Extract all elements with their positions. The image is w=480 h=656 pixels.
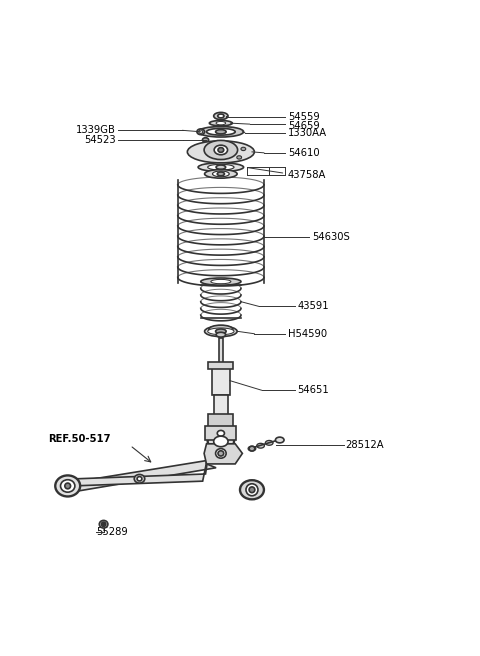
Ellipse shape [134, 474, 145, 483]
Ellipse shape [237, 155, 241, 159]
Bar [219, 338, 223, 366]
Text: 28512A: 28512A [345, 440, 384, 450]
Ellipse shape [199, 130, 203, 133]
Ellipse shape [217, 430, 225, 436]
Ellipse shape [214, 112, 228, 119]
Ellipse shape [60, 480, 75, 492]
Ellipse shape [204, 170, 237, 178]
Text: 43591: 43591 [298, 302, 329, 312]
Ellipse shape [203, 138, 209, 142]
Ellipse shape [208, 433, 234, 450]
Text: 1330AA: 1330AA [288, 128, 327, 138]
Text: 54630S: 54630S [312, 232, 349, 242]
Ellipse shape [101, 522, 106, 526]
Text: 1339GB: 1339GB [76, 125, 116, 135]
Ellipse shape [198, 163, 243, 171]
Ellipse shape [209, 325, 233, 334]
Ellipse shape [187, 141, 254, 163]
Ellipse shape [216, 333, 226, 337]
Ellipse shape [276, 437, 284, 443]
Bar [205, 426, 237, 440]
Text: 43758A: 43758A [288, 170, 326, 180]
Ellipse shape [197, 129, 204, 134]
Text: 54651: 54651 [298, 385, 329, 395]
Ellipse shape [214, 145, 228, 155]
Text: 54559: 54559 [288, 112, 320, 123]
Ellipse shape [217, 172, 225, 176]
Ellipse shape [257, 443, 264, 448]
Ellipse shape [211, 279, 231, 284]
Text: 54523: 54523 [84, 135, 116, 145]
Ellipse shape [216, 449, 226, 458]
Ellipse shape [208, 164, 234, 170]
Polygon shape [72, 451, 209, 486]
Ellipse shape [218, 148, 224, 152]
Ellipse shape [103, 523, 105, 525]
Ellipse shape [265, 440, 273, 445]
Bar [208, 361, 233, 369]
Ellipse shape [213, 171, 229, 176]
Ellipse shape [204, 326, 237, 337]
Ellipse shape [208, 328, 234, 335]
Ellipse shape [216, 329, 226, 334]
Ellipse shape [216, 130, 226, 134]
Ellipse shape [209, 121, 232, 126]
Ellipse shape [241, 147, 246, 151]
Ellipse shape [216, 165, 226, 169]
Ellipse shape [218, 114, 224, 118]
Ellipse shape [218, 451, 224, 456]
Ellipse shape [198, 127, 243, 137]
Ellipse shape [204, 140, 238, 159]
Ellipse shape [55, 476, 80, 497]
Ellipse shape [65, 483, 71, 489]
Ellipse shape [214, 436, 228, 447]
Ellipse shape [240, 480, 264, 499]
Ellipse shape [206, 129, 235, 135]
Bar [212, 366, 230, 395]
Bar [214, 395, 228, 426]
Ellipse shape [137, 477, 142, 481]
Text: REF.50-517: REF.50-517 [48, 434, 111, 444]
Ellipse shape [249, 487, 255, 493]
Polygon shape [65, 461, 216, 493]
Ellipse shape [99, 520, 108, 528]
Ellipse shape [248, 446, 256, 451]
Polygon shape [204, 444, 242, 464]
Text: 54610: 54610 [288, 148, 320, 158]
Ellipse shape [249, 446, 255, 451]
Ellipse shape [246, 483, 258, 496]
Text: H54590: H54590 [288, 329, 327, 338]
Bar [208, 414, 233, 431]
Ellipse shape [216, 121, 226, 125]
Ellipse shape [201, 278, 241, 285]
Text: 54659: 54659 [288, 121, 320, 131]
Text: 55289: 55289 [96, 527, 128, 537]
